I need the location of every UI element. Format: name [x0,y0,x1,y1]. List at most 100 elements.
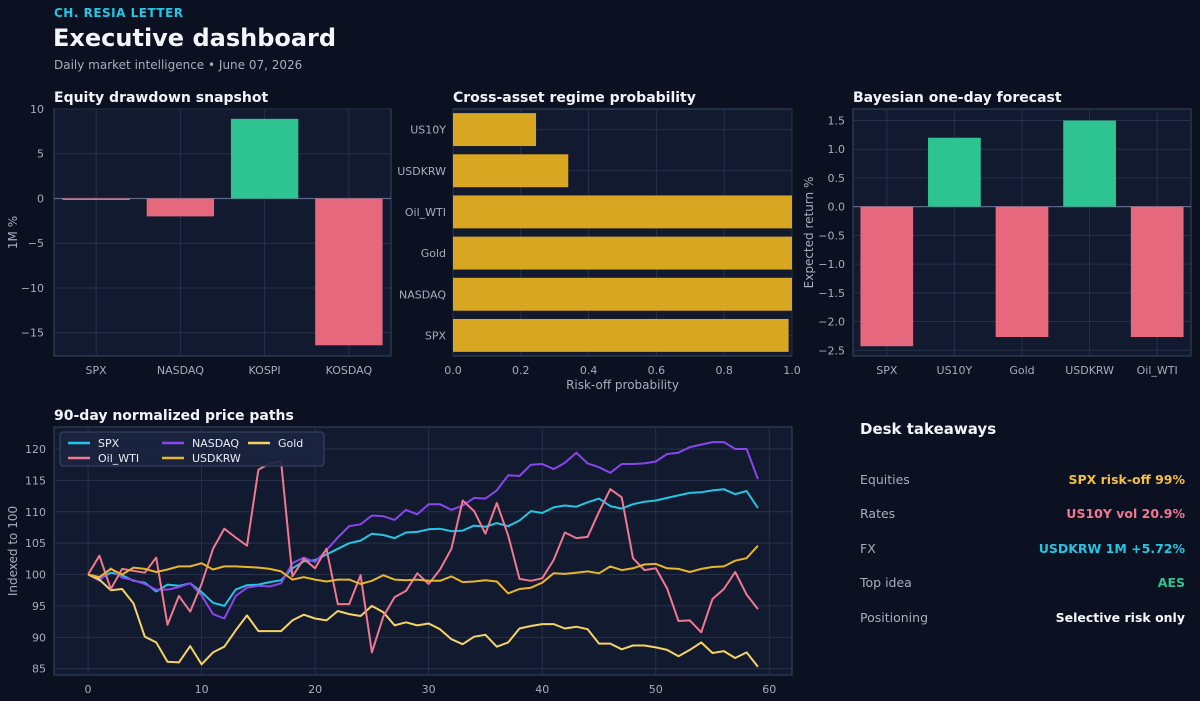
y-tick-label: US10Y [410,124,446,137]
series-line-usdkrw [87,545,759,595]
y-tick-label: Oil_WTI [405,206,446,219]
takeaway-row-positioning: Positioning Selective risk only [860,600,1185,635]
bar-oil_wti [1130,206,1184,338]
bar-oil_wti [453,195,792,229]
legend-label: USDKRW [192,452,241,465]
x-tick-label: 0 [85,683,92,696]
x-tick-label: US10Y [937,364,973,377]
series-line-nasdaq [87,441,759,620]
bar-gold [453,236,792,270]
x-tick-label: 50 [649,683,663,696]
y-tick-label: −2.5 [818,344,845,357]
legend-label: Oil_WTI [98,452,139,465]
x-axis-label: Risk-off probability [566,378,679,392]
takeaway-row-equities: Equities SPX risk-off 99% [860,462,1185,497]
y-tick-label: −15 [21,327,44,340]
takeaways-title: Desk takeaways [860,420,997,438]
takeaway-value: Selective risk only [1055,609,1185,625]
bar-nasdaq [453,277,792,311]
bar-kosdaq [315,198,383,346]
y-tick-label: NASDAQ [399,288,446,301]
y-tick-label: −2.0 [818,316,845,329]
desk-takeaways-panel: Desk takeaways Equities SPX risk-off 99%… [860,420,1185,635]
x-tick-label: 40 [535,683,549,696]
takeaway-label: FX [860,540,876,556]
x-tick-label: 10 [195,683,209,696]
y-axis-label: Indexed to 100 [6,506,20,596]
x-tick-label: 0.4 [580,364,598,377]
y-tick-label: 10 [30,103,44,116]
takeaway-row-fx: FX USDKRW 1M +5.72% [860,531,1185,566]
x-tick-label: SPX [876,364,898,377]
legend-label: NASDAQ [192,437,239,450]
price-paths-chart: 90-day normalized price paths 120 115 110 10… [6,408,793,696]
series-line-gold [87,573,759,668]
y-tick-label: 0.0 [828,201,846,214]
bar-us10y [453,113,537,147]
drawdown-chart: Equity drawdown snapshot 10 5 0 −5 −10 −15 SPX N… [6,90,392,377]
x-tick-label: 0.6 [648,364,666,377]
x-tick-label: 0.8 [715,364,733,377]
page-title: Executive dashboard [53,24,337,52]
y-axis-label: Expected return % [802,177,816,289]
legend-label: Gold [278,437,303,450]
x-tick-label: KOSDAQ [326,364,373,377]
y-tick-label: 5 [37,148,44,161]
takeaway-label: Equities [860,471,910,487]
bar-usdkrw [1063,120,1116,207]
y-tick-label: 105 [25,537,46,550]
x-tick-label: Oil_WTI [1137,364,1178,377]
y-tick-label: −1.5 [818,287,845,300]
bar-nasdaq [146,198,215,217]
x-tick-label: Gold [1009,364,1034,377]
y-tick-label: 0 [37,192,44,205]
bar-usdkrw [453,154,569,188]
regime-chart: Cross-asset regime probability 0.0 0.2 0.4 0… [397,90,801,392]
y-tick-label: 95 [32,600,46,613]
takeaway-label: Top idea [860,575,912,591]
takeaway-label: Rates [860,506,896,522]
series-line-oil_wti [87,460,759,654]
x-tick-label: USDKRW [1065,364,1114,377]
plot-area [53,426,793,676]
bar-spx [860,206,914,347]
chart-title: Bayesian one-day forecast [853,90,1062,106]
y-tick-label: 115 [25,474,46,487]
takeaway-value: SPX risk-off 99% [1068,471,1185,487]
bar-us10y [928,137,981,207]
y-tick-label: 0.5 [828,172,846,185]
takeaway-label: Positioning [860,609,928,625]
x-tick-label: 1.0 [783,364,801,377]
bar-spx [453,318,789,352]
takeaway-value: AES [1157,575,1185,591]
takeaway-value: USDKRW 1M +5.72% [1038,540,1185,556]
legend-box [59,431,325,467]
chart-title: Equity drawdown snapshot [54,90,268,106]
y-tick-label: −0.5 [818,229,845,242]
chart-title: Cross-asset regime probability [453,90,696,106]
x-tick-label: 20 [308,683,322,696]
y-tick-label: −10 [21,282,44,295]
y-tick-label: 90 [32,631,46,644]
legend-label: SPX [98,437,120,450]
bar-gold [995,206,1049,338]
y-tick-label: 100 [25,569,46,582]
page-subtitle: Daily market intelligence • June 07, 202… [54,58,303,72]
y-tick-label: 85 [32,663,46,676]
takeaway-row-top-idea: Top idea AES [860,566,1185,601]
y-tick-label: SPX [425,329,447,342]
y-tick-label: USDKRW [397,165,446,178]
bar-kospi [230,118,299,199]
y-tick-label: 120 [25,443,46,456]
x-tick-label: 30 [422,683,436,696]
x-tick-label: 0.2 [512,364,530,377]
takeaway-row-rates: Rates US10Y vol 20.9% [860,497,1185,532]
takeaway-value: US10Y vol 20.9% [1066,506,1185,522]
y-tick-label: 110 [25,506,46,519]
bar-spx [62,198,130,200]
y-tick-label: −5 [28,237,44,250]
forecast-chart: Bayesian one-day forecast 1.5 1.0 0.5 0.0 −0.… [802,90,1192,377]
y-axis-label: 1M % [6,216,20,249]
x-tick-label: 0.0 [444,364,462,377]
brand-label: CH. RESIA LETTER [54,6,184,20]
